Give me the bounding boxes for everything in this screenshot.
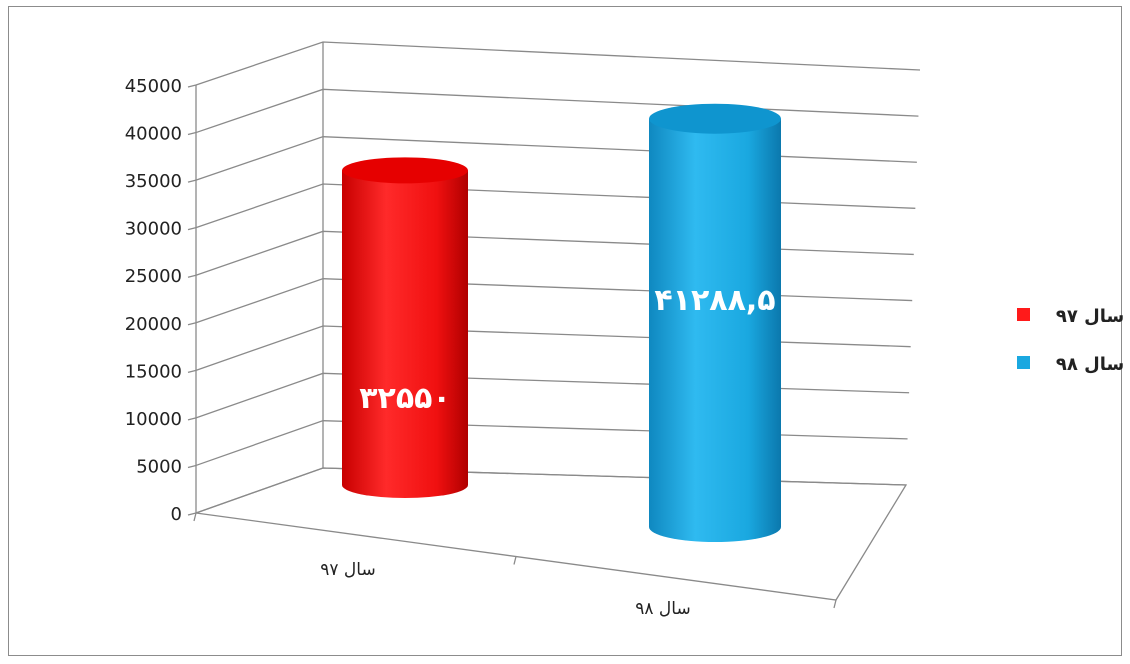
gridline [195,278,913,324]
x-tick-mark [513,556,517,565]
chart-walls [187,41,921,609]
chart-floor [195,467,908,601]
gridline [195,230,914,276]
y-tick-mark [187,417,197,421]
bar-top-cap [649,103,781,134]
gridline [195,372,910,419]
y-tick-mark [187,512,197,516]
y-tick-label: 20000 [125,314,182,335]
y-tick-label: 40000 [125,124,182,145]
y-tick-mark [187,84,197,88]
y-axis-labels: 0 5000 10000 15000 20000 25000 30000 35000 40000… [125,76,182,525]
y-tick-mark [187,369,197,373]
x-axis-labels: سال ۹۷ سال ۹۸ [320,560,690,619]
y-tick-label: 15000 [125,361,182,382]
y-tick-label: 35000 [125,171,182,192]
gridline [195,136,917,181]
y-tick-mark [187,179,197,183]
x-category-label: سال ۹۸ [635,599,690,619]
y-tick-label: 30000 [125,219,182,240]
y-tick-mark [187,227,197,231]
legend-label: سال ۹۷ [1056,306,1124,327]
data-label: ۴۱۲۸۸,۵ [654,283,775,318]
gridline [195,41,921,86]
x-tick-mark [833,599,837,609]
bar-body [342,170,468,498]
y-tick-mark [187,274,197,278]
y-tick-mark [187,464,197,469]
bar-cylinder: ۳۲۵۵۰ [342,157,468,498]
bar-body [649,118,781,543]
gridline [195,183,916,229]
y-tick-label: 25000 [125,266,182,287]
bar-cylinder: ۴۱۲۸۸,۵ [649,103,781,543]
y-tick-label: 0 [171,504,182,525]
x-category-label: سال ۹۷ [320,560,375,580]
legend-swatch [1017,356,1030,369]
y-tick-label: 10000 [125,409,182,430]
x-tick-mark [193,512,197,522]
y-tick-mark [187,322,197,326]
gridline [195,325,911,371]
bar-top-cap [342,157,468,184]
y-tick-mark [187,131,197,136]
legend-swatch [1017,308,1030,321]
gridline [195,420,908,467]
gridline [195,88,919,134]
chart-frame [8,6,1122,656]
legend: سال ۹۷ سال ۹۸ [1017,306,1124,375]
bars: ۳۲۵۵۰ ۴۱۲۸۸,۵ [342,103,781,543]
legend-label: سال ۹۸ [1056,354,1124,375]
data-label: ۳۲۵۵۰ [359,381,451,416]
y-tick-label: 45000 [125,76,182,97]
y-tick-label: 5000 [136,456,182,477]
